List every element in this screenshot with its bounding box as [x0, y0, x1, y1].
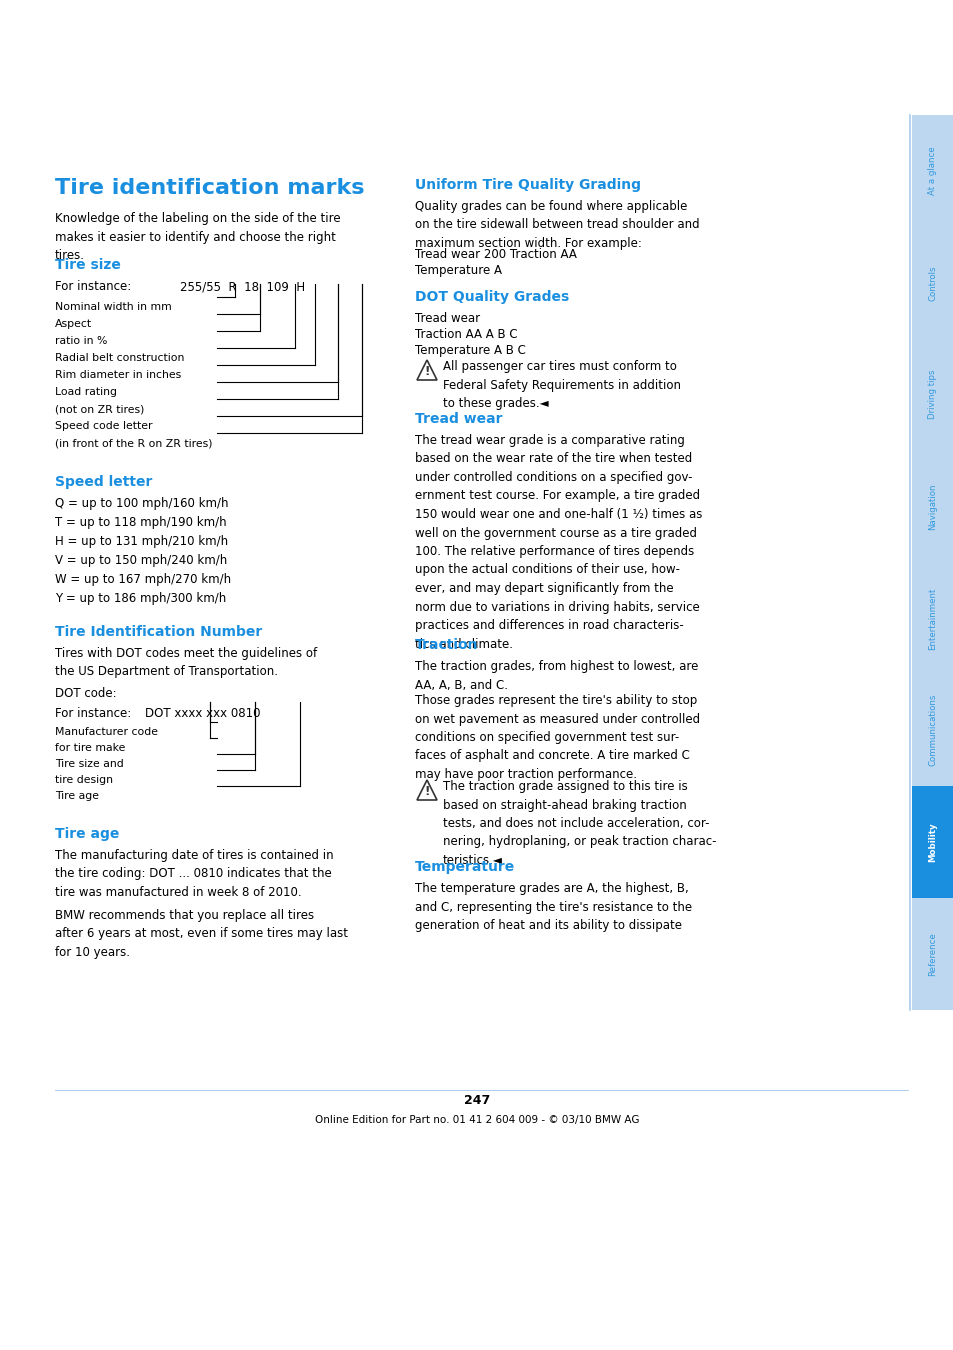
Bar [911, 115, 953, 227]
Text: Online Edition for Part no. 01 41 2 604 009 - © 03/10 BMW AG: Online Edition for Part no. 01 41 2 604 … [314, 1115, 639, 1125]
Bar [911, 898, 953, 1010]
Text: Those grades represent the tire's ability to stop
on wet pavement as measured un: Those grades represent the tire's abilit… [415, 694, 700, 782]
Text: Aspect: Aspect [55, 319, 92, 329]
Text: For instance:: For instance: [55, 707, 132, 720]
Text: Knowledge of the labeling on the side of the tire
makes it easier to identify an: Knowledge of the labeling on the side of… [55, 212, 340, 262]
Text: 255/55  R  18  109  H: 255/55 R 18 109 H [180, 279, 305, 293]
Text: Mobility: Mobility [927, 822, 937, 863]
Text: Temperature A: Temperature A [415, 265, 501, 277]
Polygon shape [416, 360, 436, 379]
Text: Tread wear: Tread wear [415, 412, 502, 427]
Bar [911, 675, 953, 786]
Polygon shape [416, 780, 436, 801]
Text: Uniform Tire Quality Grading: Uniform Tire Quality Grading [415, 178, 640, 192]
Text: H = up to 131 mph/210 km/h: H = up to 131 mph/210 km/h [55, 535, 228, 548]
Text: Navigation: Navigation [927, 483, 937, 529]
Text: BMW recommends that you replace all tires
after 6 years at most, even if some ti: BMW recommends that you replace all tire… [55, 909, 348, 958]
Text: Tires with DOT codes meet the guidelines of
the US Department of Transportation.: Tires with DOT codes meet the guidelines… [55, 647, 316, 679]
Text: Controls: Controls [927, 265, 937, 301]
Text: T = up to 118 mph/190 km/h: T = up to 118 mph/190 km/h [55, 516, 227, 529]
Text: Tire size and: Tire size and [55, 759, 124, 769]
Text: Temperature A B C: Temperature A B C [415, 344, 525, 356]
Text: The tread wear grade is a comparative rating
based on the wear rate of the tire : The tread wear grade is a comparative ra… [415, 433, 701, 651]
Text: Tire size: Tire size [55, 258, 121, 271]
Text: !: ! [424, 786, 429, 798]
Text: All passenger car tires must conform to
Federal Safety Requirements in addition
: All passenger car tires must conform to … [442, 360, 680, 410]
Text: W = up to 167 mph/270 km/h: W = up to 167 mph/270 km/h [55, 572, 231, 586]
Text: Q = up to 100 mph/160 km/h: Q = up to 100 mph/160 km/h [55, 497, 229, 510]
Text: Reference: Reference [927, 933, 937, 976]
Text: Tread wear: Tread wear [415, 312, 479, 325]
Text: Quality grades can be found where applicable
on the tire sidewall between tread : Quality grades can be found where applic… [415, 200, 699, 250]
Text: The traction grade assigned to this tire is
based on straight-ahead braking trac: The traction grade assigned to this tire… [442, 780, 716, 867]
Text: Speed letter: Speed letter [55, 475, 152, 489]
Text: DOT Quality Grades: DOT Quality Grades [415, 290, 569, 304]
Text: Tire age: Tire age [55, 828, 119, 841]
Text: The temperature grades are A, the highest, B,
and C, representing the tire's res: The temperature grades are A, the highes… [415, 882, 691, 932]
Text: Speed code letter: Speed code letter [55, 421, 152, 431]
Text: Tire age: Tire age [55, 791, 99, 801]
Text: Temperature: Temperature [415, 860, 515, 873]
Text: Rim diameter in inches: Rim diameter in inches [55, 370, 181, 379]
Text: Manufacturer code: Manufacturer code [55, 728, 158, 737]
Text: Y = up to 186 mph/300 km/h: Y = up to 186 mph/300 km/h [55, 593, 226, 605]
Bar [911, 227, 953, 339]
Text: for tire make: for tire make [55, 743, 125, 753]
Text: 247: 247 [463, 1094, 490, 1107]
Text: Tire Identification Number: Tire Identification Number [55, 625, 262, 639]
Text: DOT xxxx xxx 0810: DOT xxxx xxx 0810 [145, 707, 260, 720]
Text: Load rating: Load rating [55, 387, 117, 397]
Text: !: ! [424, 364, 429, 378]
Text: At a glance: At a glance [927, 147, 937, 196]
Bar [911, 339, 953, 451]
Text: tire design: tire design [55, 775, 112, 784]
Text: The manufacturing date of tires is contained in
the tire coding: DOT ... 0810 in: The manufacturing date of tires is conta… [55, 849, 334, 899]
Text: Traction AA A B C: Traction AA A B C [415, 328, 517, 342]
Text: For instance:: For instance: [55, 279, 132, 293]
Text: Driving tips: Driving tips [927, 370, 937, 420]
Text: DOT code:: DOT code: [55, 687, 116, 701]
Text: (in front of the R on ZR tires): (in front of the R on ZR tires) [55, 437, 213, 448]
Text: Tread wear 200 Traction AA: Tread wear 200 Traction AA [415, 248, 577, 261]
Text: ratio in %: ratio in % [55, 336, 108, 346]
Text: Tire identification marks: Tire identification marks [55, 178, 364, 198]
Text: Traction: Traction [415, 639, 478, 652]
Bar [911, 786, 953, 898]
Text: Entertainment: Entertainment [927, 587, 937, 649]
Text: Nominal width in mm: Nominal width in mm [55, 302, 172, 312]
Text: V = up to 150 mph/240 km/h: V = up to 150 mph/240 km/h [55, 554, 227, 567]
Text: Communications: Communications [927, 694, 937, 767]
Text: (not on ZR tires): (not on ZR tires) [55, 404, 144, 414]
Bar [911, 451, 953, 563]
Text: Radial belt construction: Radial belt construction [55, 352, 184, 363]
Text: The traction grades, from highest to lowest, are
AA, A, B, and C.: The traction grades, from highest to low… [415, 660, 698, 691]
Bar [911, 563, 953, 675]
